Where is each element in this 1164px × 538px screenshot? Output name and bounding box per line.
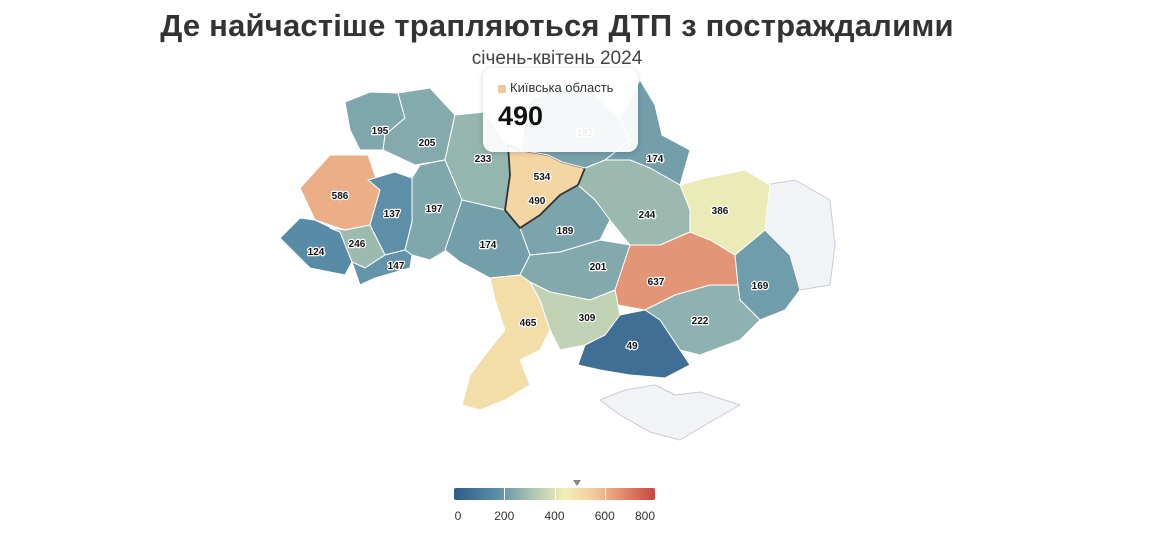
legend-tick-label: 200 xyxy=(494,509,515,523)
chart-subtitle: січень-квітень 2024 xyxy=(471,48,643,69)
legend-tick xyxy=(504,488,506,500)
region-value-label: 222 xyxy=(692,316,709,327)
tooltip-region-label: Київська область xyxy=(510,80,614,95)
legend-tick xyxy=(604,488,606,500)
region-value-label: 534 xyxy=(534,172,551,183)
region-value-label: 490 xyxy=(529,196,546,207)
region-value-label: 246 xyxy=(349,239,366,250)
region-value-label: 169 xyxy=(752,281,769,292)
region-value-label: 147 xyxy=(388,261,405,272)
region-value-label: 137 xyxy=(384,209,401,220)
hover-tooltip: Київська область 490 xyxy=(483,68,638,152)
region-value-label: 233 xyxy=(475,154,492,165)
region-value-label: 174 xyxy=(480,240,497,251)
legend-tick xyxy=(554,488,556,500)
region-shape[interactable] xyxy=(382,87,456,166)
region-value-label: 244 xyxy=(639,210,656,221)
region-shape[interactable] xyxy=(351,249,413,286)
legend-tick-label: 800 xyxy=(634,509,656,523)
region-value-label: 49 xyxy=(626,341,638,352)
region-shape[interactable] xyxy=(577,309,691,379)
region-value-label: 465 xyxy=(520,318,537,329)
legend-tick-label: 400 xyxy=(544,509,565,523)
region-value-label: 586 xyxy=(332,191,349,202)
region-value-label: 205 xyxy=(419,138,436,149)
region-value-label: 197 xyxy=(426,204,443,215)
region-value-label: 201 xyxy=(590,262,607,273)
region-value-label: 124 xyxy=(308,247,325,258)
region-value-label: 174 xyxy=(647,154,664,165)
region-shape[interactable] xyxy=(404,159,463,261)
chart-title: Де найчастіше трапляються ДТП з постражд… xyxy=(160,8,954,43)
legend-tick-label: 0 xyxy=(454,509,462,523)
region-value-label: 637 xyxy=(648,277,665,288)
region-value-label: 195 xyxy=(372,126,389,137)
region-no-data[interactable] xyxy=(599,384,741,441)
region-value-label: 189 xyxy=(557,226,574,237)
tooltip-value: 490 xyxy=(498,101,544,131)
color-legend: 0 200 400 600 800 xyxy=(454,480,656,526)
region-value-label: 309 xyxy=(579,313,596,324)
region-value-label: 386 xyxy=(712,206,729,217)
legend-tick-label: 600 xyxy=(594,509,615,523)
tooltip-color-swatch xyxy=(498,85,506,93)
legend-hover-marker xyxy=(573,480,582,486)
